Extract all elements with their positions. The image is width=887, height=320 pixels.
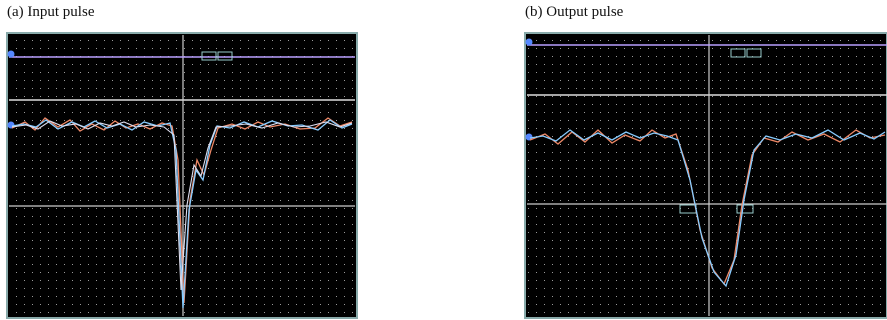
scope-screens	[0, 0, 887, 320]
figure: (a) Input pulse (b) Output pulse	[0, 0, 887, 320]
input-scope	[7, 33, 357, 318]
output-scope	[525, 33, 887, 318]
